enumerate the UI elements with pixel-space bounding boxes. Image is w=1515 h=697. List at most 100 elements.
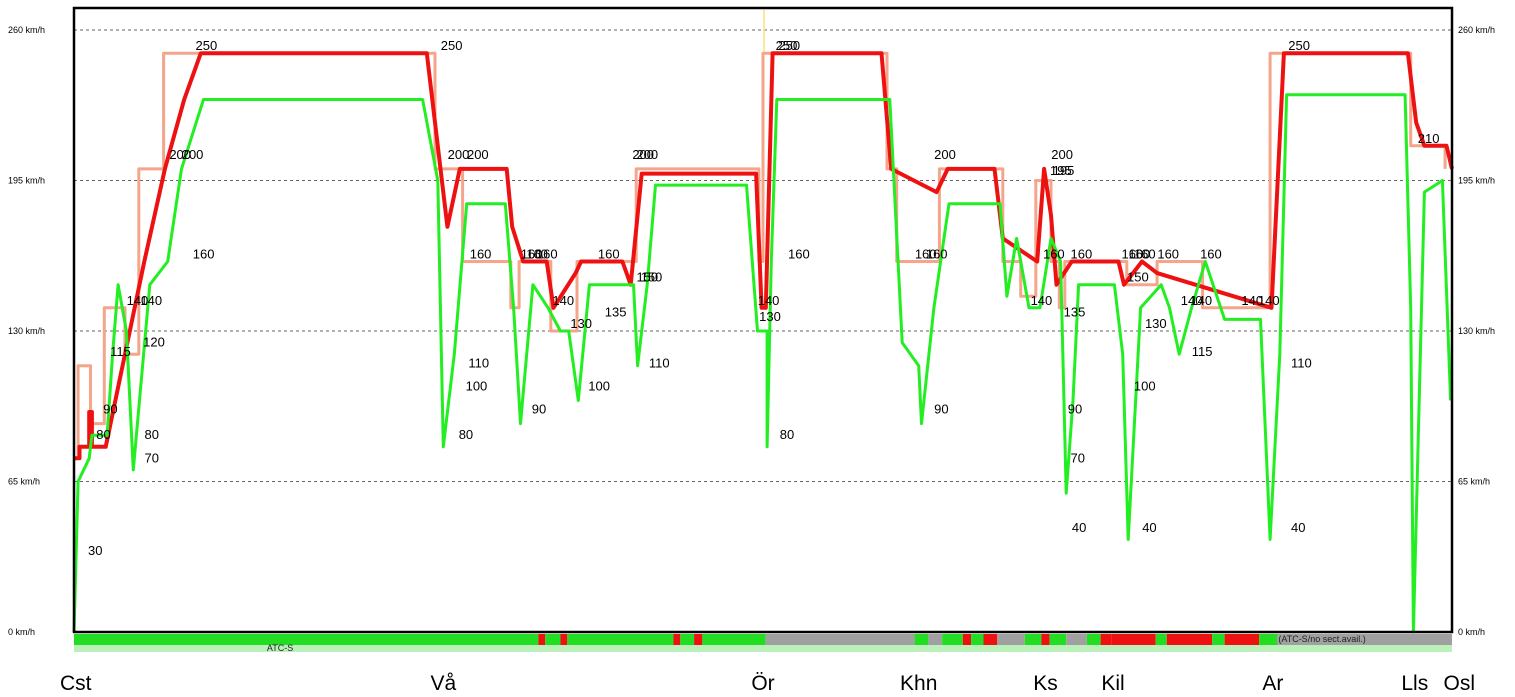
- speed-label: 130: [1145, 316, 1167, 331]
- speed-label: 140: [1031, 293, 1053, 308]
- station-label: Vå: [430, 672, 456, 695]
- speed-label: 80: [459, 427, 473, 442]
- atc-segment: [1049, 634, 1067, 645]
- speed-label: 70: [1071, 450, 1085, 465]
- speed-label: 80: [96, 427, 110, 442]
- speed-label: 160: [1128, 247, 1150, 262]
- speed-label: 160: [193, 247, 215, 262]
- speed-label: 250: [196, 38, 218, 53]
- atc-segment: [1100, 634, 1112, 645]
- speed-label: 140: [552, 293, 574, 308]
- series-layer: [72, 51, 1454, 634]
- atc-segment: [1111, 634, 1156, 645]
- speed-label: 90: [934, 402, 948, 417]
- atc-note: (ATC-S/no sect.avail.): [1278, 634, 1365, 644]
- speed-label: 100: [466, 379, 488, 394]
- atc-segment: [567, 634, 674, 645]
- speed-label: 135: [605, 304, 627, 319]
- atc-segment: [702, 634, 766, 645]
- atc-segment: [1166, 634, 1213, 645]
- atc-segment: [673, 634, 681, 645]
- speed-label: 140: [1241, 293, 1263, 308]
- speed-label: 70: [145, 450, 159, 465]
- ytick-right-260: 260 km/h: [1458, 25, 1495, 35]
- atc-segment: [560, 634, 568, 645]
- speed-label: 140: [140, 293, 162, 308]
- ytick-left-65: 65 km/h: [8, 477, 40, 487]
- speed-label: 195: [1053, 163, 1075, 178]
- station-label: Khn: [900, 672, 937, 695]
- speed-label: 40: [1142, 520, 1156, 535]
- speed-label: 160: [1122, 247, 1144, 262]
- plot-frame: [72, 6, 1454, 634]
- speed-label: 160: [1043, 247, 1065, 262]
- ytick-left-130: 130 km/h: [8, 326, 45, 336]
- speed-label: 160: [526, 247, 548, 262]
- station-label: Osl: [1444, 672, 1476, 695]
- atc-segment: [765, 634, 915, 645]
- speed-label: 90: [103, 402, 117, 417]
- ytick-right-195: 195 km/h: [1458, 176, 1495, 186]
- speed-label: 150: [636, 270, 658, 285]
- series-planned-speed: [72, 93, 1453, 634]
- atc-segment: [971, 634, 984, 645]
- speed-label: 110: [1291, 355, 1312, 370]
- atc-segment: [538, 634, 546, 645]
- atc-segment: [694, 634, 703, 645]
- atc-subbar: [74, 645, 1452, 652]
- station-label: Lls: [1401, 672, 1428, 695]
- atc-segment: [1041, 634, 1050, 645]
- speed-label: 90: [532, 402, 546, 417]
- y-axis-ticks: 0 km/h 0 km/h 65 km/h 65 km/h 130 km/h 130 km…: [8, 25, 1495, 637]
- station-label: Ks: [1033, 672, 1058, 695]
- speed-label: 160: [1200, 247, 1222, 262]
- atc-segment: [942, 634, 963, 645]
- station-label: Ar: [1262, 672, 1283, 695]
- speed-label: 160: [788, 247, 810, 262]
- speed-label: 160: [926, 247, 948, 262]
- atc-segment: [1259, 634, 1277, 645]
- atc-label: ATC-S: [267, 643, 293, 653]
- speed-label: 200: [467, 147, 489, 162]
- speed-label: 115: [110, 344, 131, 359]
- ytick-left-195: 195 km/h: [8, 176, 45, 186]
- atc-segment: [914, 634, 929, 645]
- speed-label: 80: [780, 427, 794, 442]
- ytick-right-130: 130 km/h: [1458, 326, 1495, 336]
- speed-label: 110: [649, 355, 670, 370]
- speed-label: 160: [1071, 247, 1093, 262]
- speed-label: 135: [1064, 304, 1086, 319]
- ytick-left-0: 0 km/h: [8, 627, 35, 637]
- atc-segment: [1212, 634, 1225, 645]
- series-max-speed: [74, 51, 1454, 461]
- speed-label: 140: [1181, 293, 1203, 308]
- atc-segment: [545, 634, 561, 645]
- speed-label: 90: [1068, 402, 1082, 417]
- speed-label: 130: [759, 309, 781, 324]
- speed-label: 115: [1192, 344, 1213, 359]
- speed-label: 160: [915, 247, 937, 262]
- speed-label: 200: [169, 147, 191, 162]
- speed-label: 30: [88, 543, 102, 558]
- ytick-right-65: 65 km/h: [1458, 477, 1490, 487]
- speed-label: 200: [1051, 147, 1073, 162]
- atc-segment: [1155, 634, 1167, 645]
- speed-label: 150: [641, 270, 663, 285]
- speed-label: 200: [632, 147, 654, 162]
- speed-label: 160: [521, 247, 543, 262]
- atc-bar: ATC-S (ATC-S/no sect.avail.): [74, 634, 1452, 653]
- station-label: Cst: [60, 672, 92, 695]
- speed-label: 250: [441, 38, 463, 53]
- speed-label: 40: [1291, 520, 1305, 535]
- atc-segment: [983, 634, 998, 645]
- speed-label: 40: [1072, 520, 1086, 535]
- speed-label: 140: [758, 293, 780, 308]
- speed-label: 140: [1190, 293, 1212, 308]
- speed-label: 250: [776, 38, 798, 53]
- station-label: Kil: [1101, 672, 1124, 695]
- speed-label: 110: [468, 355, 489, 370]
- speed-label: 160: [536, 247, 558, 262]
- speed-label: 250: [778, 38, 800, 53]
- speed-label: 150: [1127, 270, 1149, 285]
